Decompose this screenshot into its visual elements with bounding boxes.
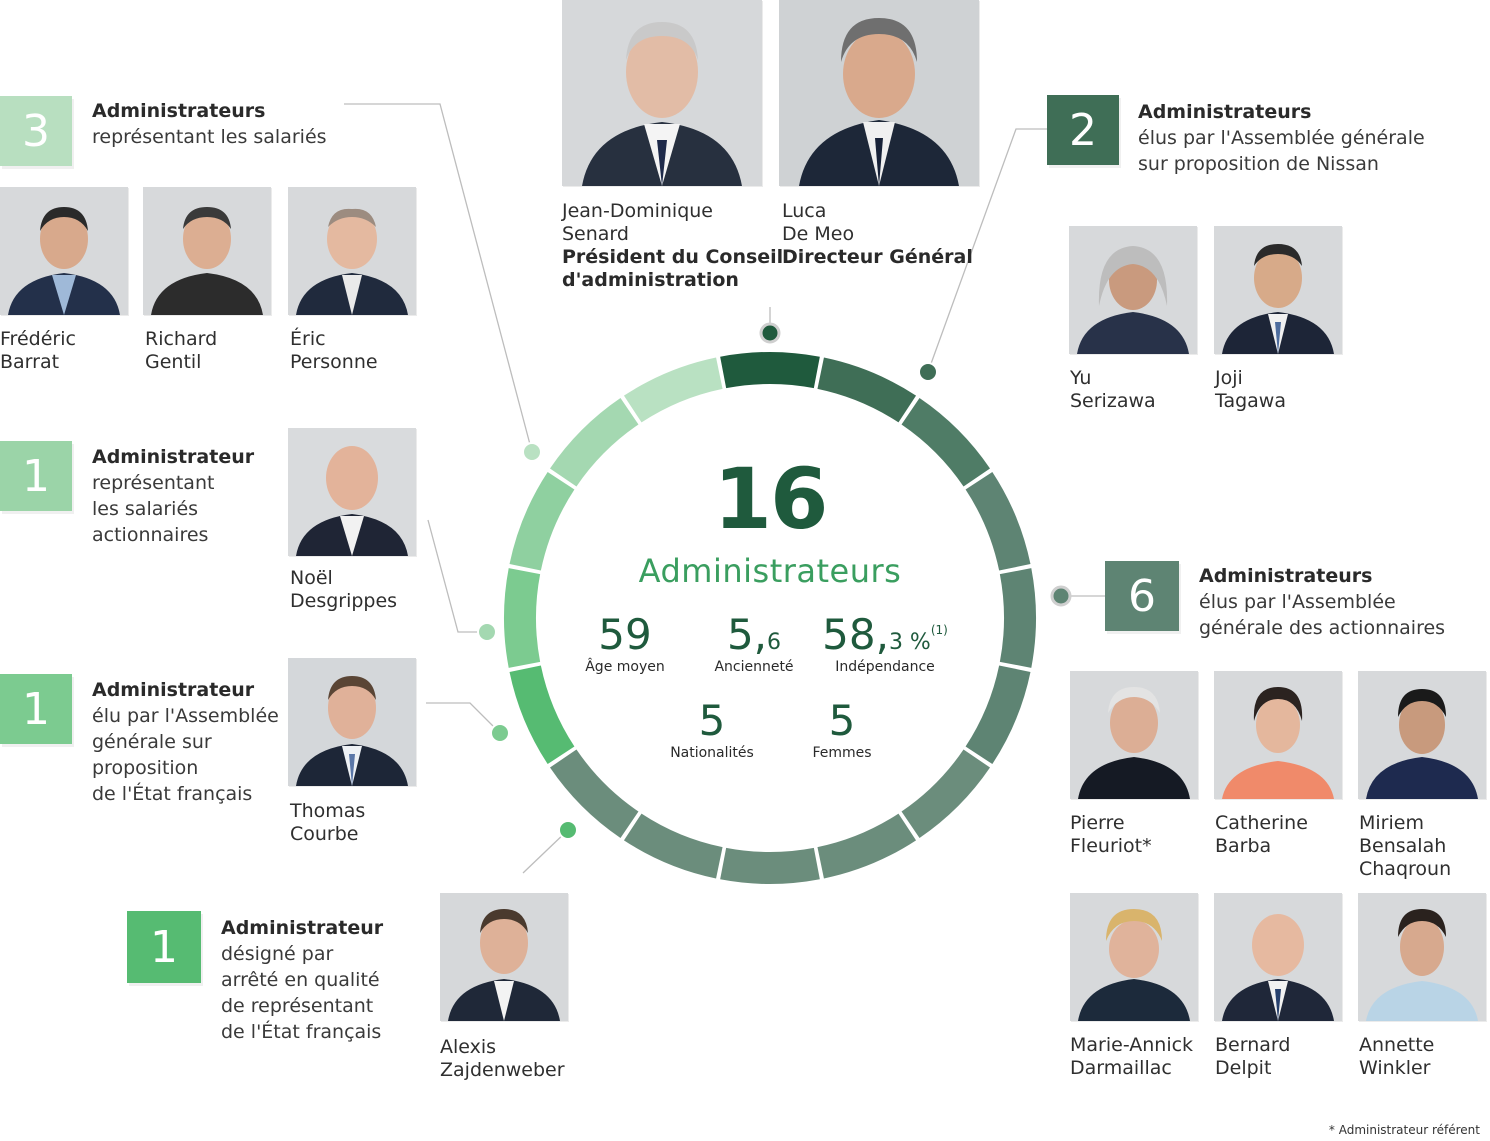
name-gentil: Richard Gentil	[145, 328, 218, 373]
photo-demeo	[779, 0, 979, 186]
stat-nationalites: 5 Nationalités	[670, 696, 754, 761]
count-box-salaries: 3	[0, 96, 72, 166]
stat-age: 59 Âge moyen	[585, 610, 665, 675]
ring-segment	[817, 813, 917, 879]
count-box-ag-actionnaires: 6	[1105, 561, 1179, 631]
photo-darmaillac	[1070, 893, 1198, 1021]
ring-segment	[965, 665, 1031, 765]
connector-etat-arrete	[522, 829, 569, 874]
photo-barrat	[0, 187, 128, 315]
name-barba: Catherine Barba	[1215, 812, 1308, 857]
connector-dot	[1050, 585, 1072, 607]
ring-segment	[901, 397, 991, 487]
group-label-ag-actionnaires: Administrateurs élus par l'Assemblée gén…	[1199, 565, 1446, 639]
ring-segment	[720, 352, 820, 389]
photo-winkler	[1358, 893, 1486, 1021]
photo-fleuriot	[1070, 671, 1198, 799]
stat-independance: 58,3 %(1) Indépendance	[822, 610, 948, 675]
name-fleuriot: Pierre Fleuriot*	[1070, 812, 1152, 857]
total-directors-label: Administrateurs	[638, 552, 902, 590]
ring-segment	[999, 568, 1037, 668]
photo-desgrippes	[288, 428, 416, 556]
stat-femmes: 5 Femmes	[812, 696, 872, 761]
name-courbe: Thomas Courbe	[290, 800, 366, 845]
photo-senard	[562, 0, 762, 186]
stat-anciennete: 5,6 Ancienneté	[714, 610, 794, 675]
connector-actionnaires-salaries	[427, 519, 487, 633]
group-label-etat-arrete: Administrateur désigné par arrêté en qua…	[221, 917, 384, 1043]
name-barrat: Frédéric Barrat	[0, 328, 76, 373]
group-label-etat-ag: Administrateur élu par l'Assemblée génér…	[92, 679, 279, 805]
count-box-nissan: 2	[1047, 95, 1119, 165]
name-personne: Éric Personne	[290, 328, 378, 373]
photo-personne	[288, 187, 416, 315]
photo-gentil	[143, 187, 271, 315]
ring-segment	[503, 568, 541, 668]
ring-segment	[549, 397, 639, 487]
name-bensalah: Miriem Bensalah Chaqroun	[1359, 812, 1452, 880]
count-box-actionnaires-salaries: 1	[0, 441, 72, 511]
footnote: * Administrateur référent	[1328, 1123, 1480, 1137]
connector-dot	[759, 322, 781, 344]
group-label-actionnaires-salaries: Administrateur représentant les salariés…	[92, 446, 255, 546]
photo-zajdenweber	[440, 893, 568, 1021]
ring-segment	[901, 749, 991, 839]
count-box-etat-arrete: 1	[127, 911, 201, 983]
name-demeo: Luca De Meo Directeur Général	[782, 200, 973, 268]
ring-segment	[509, 665, 575, 765]
photo-barba	[1214, 671, 1342, 799]
ring-segment	[623, 357, 723, 423]
photo-delpit	[1214, 893, 1342, 1021]
name-zajdenweber: Alexis Zajdenweber	[440, 1036, 565, 1081]
photo-courbe	[288, 658, 416, 786]
name-senard: Jean-Dominique Senard Président du Conse…	[562, 200, 784, 291]
group-label-nissan: Administrateurs élus par l'Assemblée gén…	[1138, 101, 1425, 175]
name-winkler: Annette Winkler	[1359, 1034, 1435, 1079]
photo-bensalah	[1358, 671, 1486, 799]
ring-segment	[817, 357, 917, 423]
group-label-salaries: Administrateurs représentant les salarié…	[92, 100, 327, 148]
name-delpit: Bernard Delpit	[1215, 1034, 1291, 1079]
name-serizawa: Yu Serizawa	[1070, 367, 1156, 412]
connector-dot	[477, 622, 497, 642]
connector-etat-ag	[426, 702, 501, 734]
count-box-etat-ag: 1	[0, 674, 72, 744]
photo-tagawa	[1214, 226, 1342, 354]
connector-dot	[558, 820, 578, 840]
connector-dot	[522, 442, 542, 462]
ring-segment	[623, 813, 723, 879]
name-darmaillac: Marie-Annick Darmaillac	[1070, 1034, 1194, 1079]
ring-segment	[965, 471, 1031, 571]
ring-segment	[720, 847, 820, 885]
name-desgrippes: Noël Desgrippes	[290, 567, 398, 612]
ring-segment	[509, 471, 575, 571]
total-directors: 16	[713, 450, 829, 548]
connector-dot	[918, 362, 938, 382]
photo-serizawa	[1069, 226, 1197, 354]
connector-dot	[490, 723, 510, 743]
ring-segment	[549, 749, 639, 839]
name-tagawa: Joji Tagawa	[1215, 367, 1286, 412]
